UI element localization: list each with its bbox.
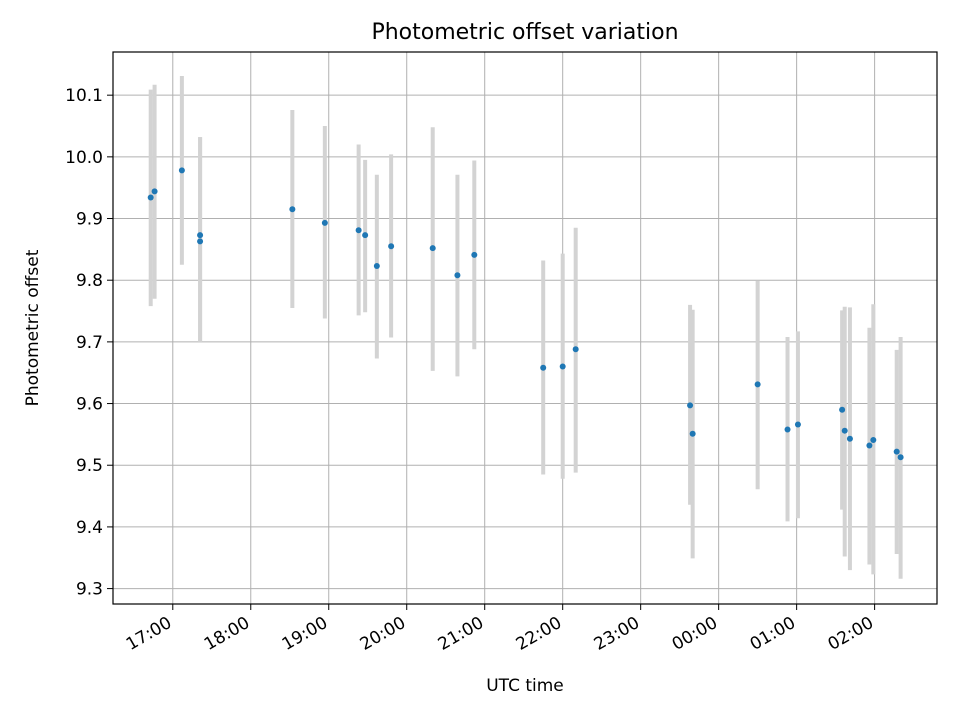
data-point (572, 346, 579, 353)
data-point (429, 245, 436, 252)
data-point (454, 272, 461, 279)
data-point (388, 243, 395, 250)
y-tick-label: 9.9 (76, 210, 103, 230)
data-point (197, 238, 204, 245)
data-point (784, 426, 791, 433)
chart-title: Photometric offset variation (371, 20, 678, 45)
y-tick-label: 9.5 (76, 456, 103, 476)
data-point (687, 402, 694, 409)
y-tick-label: 10.0 (65, 148, 103, 168)
y-tick-label: 9.6 (76, 395, 103, 415)
data-point (841, 427, 848, 434)
data-point (373, 263, 380, 270)
y-axis-label: Photometric offset (23, 249, 43, 406)
y-tick-label: 9.8 (76, 271, 103, 291)
data-point (289, 206, 296, 213)
y-tick-label: 10.1 (65, 86, 103, 106)
data-point (197, 232, 204, 239)
data-point (362, 232, 369, 239)
data-point (846, 435, 853, 442)
data-point (178, 167, 185, 174)
y-tick-label: 9.3 (76, 580, 103, 600)
y-tick-label: 9.4 (76, 518, 103, 538)
y-axis-ticks: 9.3 9.4 9.5 9.6 9.7 9.8 9.9 10.0 10.1 (65, 86, 113, 600)
data-point (559, 363, 566, 370)
data-point (689, 430, 696, 437)
data-point (839, 406, 846, 413)
data-point (897, 454, 904, 461)
data-point (147, 194, 154, 201)
x-axis-label: UTC time (486, 676, 564, 696)
data-point (866, 442, 873, 449)
data-point (893, 448, 900, 455)
plot-frame (112, 51, 938, 605)
data-point (754, 381, 761, 388)
data-point (471, 251, 478, 258)
y-tick-label: 9.7 (76, 333, 103, 353)
data-point (321, 219, 328, 226)
data-point (355, 227, 362, 234)
data-point (870, 436, 877, 443)
data-point (540, 364, 547, 371)
data-point (794, 421, 801, 428)
data-points (147, 167, 904, 461)
data-point (151, 188, 158, 195)
